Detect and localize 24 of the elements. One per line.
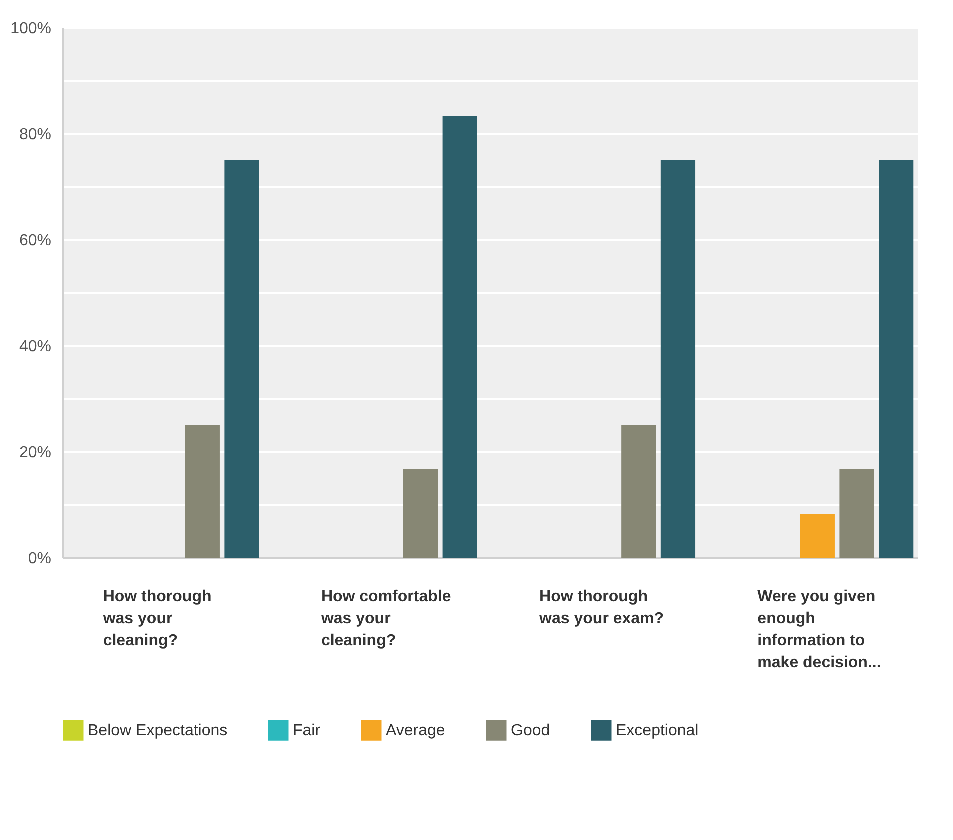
- legend-label: Average: [386, 722, 446, 740]
- bar: [185, 426, 220, 558]
- y-tick-label: 100%: [10, 20, 52, 38]
- y-tick-label: 80%: [19, 126, 52, 144]
- bar: [660, 160, 696, 558]
- bar: [442, 116, 478, 558]
- bar: [879, 160, 914, 558]
- bar: [224, 160, 260, 558]
- legend-label: Good: [511, 722, 550, 740]
- bar: [403, 469, 438, 558]
- y-tick-label: 40%: [19, 338, 52, 356]
- x-tick-label: How thorough was your cleaning?: [102, 588, 212, 650]
- legend-label: Exceptional: [616, 722, 699, 740]
- x-tick-label: How thorough was your exam?: [538, 588, 664, 628]
- x-tick-label: Were you given enough information to make decision...: [758, 588, 882, 672]
- bar: [622, 426, 656, 558]
- bar: [800, 514, 835, 558]
- bar: [840, 469, 874, 558]
- legend-label: Fair: [293, 722, 322, 740]
- x-tick-label: How comfortable was your cleaning?: [320, 588, 452, 650]
- y-tick-label: 60%: [19, 232, 52, 250]
- legend-label: Below Expectations: [88, 722, 228, 740]
- y-tick-label: 0%: [28, 550, 52, 568]
- y-tick-label: 20%: [19, 444, 52, 462]
